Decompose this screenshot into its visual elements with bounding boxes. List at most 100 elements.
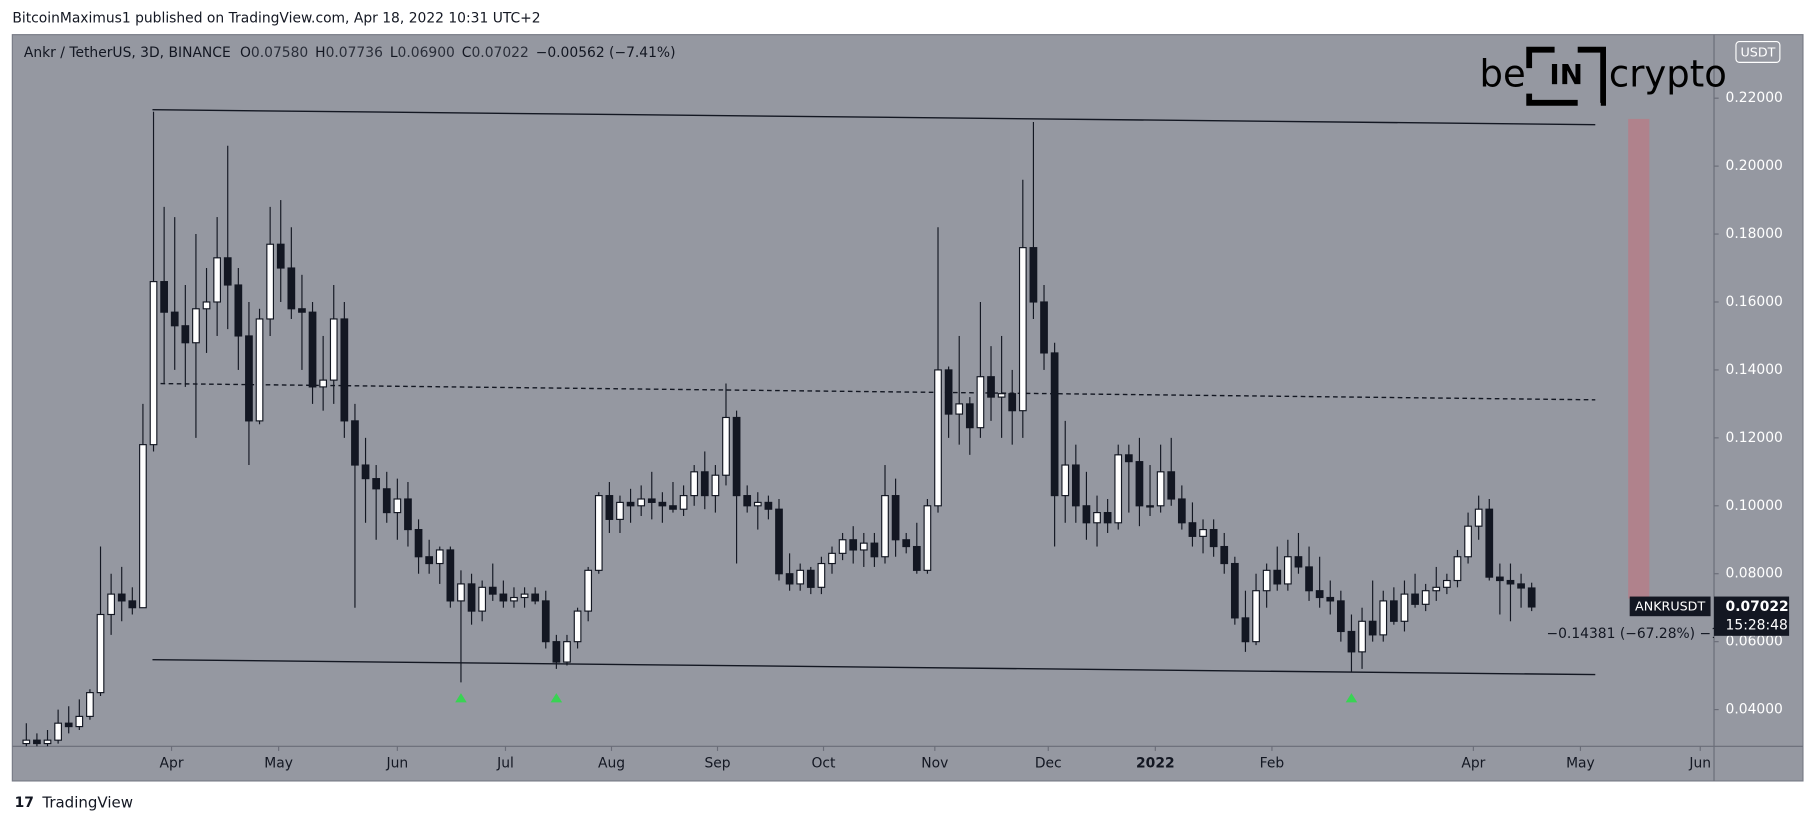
x-tick-label: Sep [704,756,730,772]
candle-body [1347,630,1356,653]
measure-zone [1628,118,1650,599]
candle-body [33,739,41,745]
candle-body [1177,498,1186,524]
candle-body [170,311,179,327]
candle-body [753,501,762,507]
symbol-tag [1629,596,1711,617]
candle-body [329,318,338,381]
ohlc-letter: H [315,45,325,61]
candle-body [404,498,412,531]
candle-body [732,416,741,497]
candle-body [1167,471,1176,500]
candle-body [881,495,889,558]
symbol-label: ANKRUSDT [1635,598,1705,613]
candle-body [955,403,964,415]
measure-label: −0.14381 (−67.28%) −143 [1547,626,1738,642]
candle-body [912,545,921,571]
footer-brand: TradingView [41,793,133,811]
candle-body [1294,556,1303,568]
candle-body [764,501,773,510]
x-tick-label: Jun [1688,756,1711,772]
ohlc-letter: C [462,45,472,61]
candle-body [128,600,137,609]
candle-body [626,501,635,507]
plot: −0.14381 (−67.28%) −143 [22,109,1738,747]
candle-body [382,488,391,514]
candle-body [944,369,953,415]
candle-body [1071,464,1080,507]
candle-body [234,284,243,337]
candle-body [351,420,359,466]
candle-body [658,501,667,507]
x-tick-label: Oct [812,756,837,772]
candle-body [425,556,434,565]
support-marker [1345,693,1358,703]
candle-body [1453,556,1462,582]
ohlc-value: 0.06900 [398,45,455,61]
logo-right: crypto [1609,53,1727,96]
symbol-header: Ankr / TetherUS, 3D, BINANCE O0.07580 H0.0… [24,45,676,61]
candle-body [1135,461,1144,507]
candle-body [393,498,402,514]
ohlc-value: 0.07022 [471,45,528,61]
candle-body [1421,590,1430,605]
candle-body [1474,508,1483,527]
trendline [152,658,1596,676]
candle-body [796,569,805,585]
x-tick-label: 2022 [1136,756,1175,772]
candle-body [934,369,942,507]
candle-body [117,593,126,602]
candle-body [414,528,423,558]
x-tick-label: Aug [598,756,625,772]
candle-body [510,596,518,602]
candle-body [584,569,593,612]
candle-body [1146,505,1154,508]
candle-body [64,722,73,728]
candle-body [1464,525,1472,558]
candle-body [266,243,275,320]
candle-body [213,257,221,303]
symbol-title: Ankr / TetherUS, 3D, BINANCE [24,45,231,61]
candle-body [1156,471,1165,507]
y-tick-label: 0.18000 [1726,226,1783,242]
x-tick-label: Apr [1461,756,1485,772]
y-tick-label: 0.06000 [1726,634,1783,650]
candle-body [181,325,190,344]
ohlc-letter: L [390,45,398,61]
last-price: 0.07022 [1726,599,1789,615]
candle-body [223,257,232,286]
candle-body [976,376,985,429]
candle-body [1241,617,1250,643]
logo-box [1526,46,1607,106]
candle-body [1485,508,1494,578]
candle-body [785,573,794,585]
candle-body [1527,587,1536,608]
candle-body [711,474,720,497]
candle-body [298,308,306,313]
candle-body [722,416,730,476]
candle-body [1029,247,1038,303]
candle-body [192,308,200,344]
candle-body [1103,512,1112,524]
candle-body [287,267,296,310]
candle-body [1379,600,1388,636]
y-tick-label: 0.16000 [1726,294,1783,310]
candle-body [446,549,455,602]
price-tag [1714,596,1790,636]
x-tick-label: Jul [496,756,514,772]
countdown: 15:28:48 [1726,617,1788,633]
candle-body [520,593,529,599]
candle-body [107,593,115,616]
candle-body [1326,596,1335,602]
candle-body [435,549,444,565]
candle-body [987,376,995,398]
candle-body [1252,590,1260,643]
y-tick-label: 0.20000 [1726,158,1783,174]
support-marker [550,693,563,703]
logo-boxed: IN [1549,58,1583,91]
candle-body [859,542,868,551]
y-tick-label: 0.12000 [1726,430,1783,446]
candle-body [1358,620,1366,653]
